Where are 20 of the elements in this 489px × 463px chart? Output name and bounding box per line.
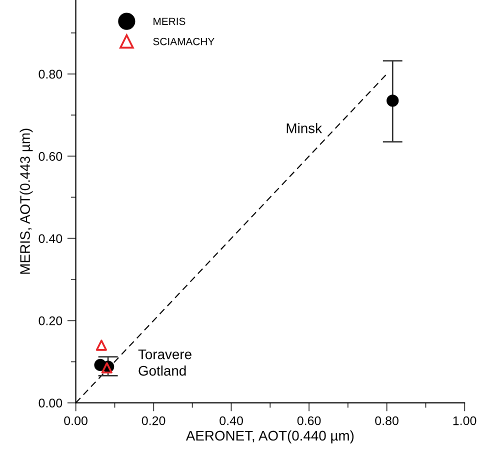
annotation: Gotland <box>138 366 186 376</box>
point <box>386 94 399 107</box>
y-tick-label: 0.60 <box>38 152 62 161</box>
x-tick-label: 0.60 <box>297 416 321 426</box>
y-tick-label: 0.20 <box>38 316 62 326</box>
legend-label: MERIS <box>154 18 186 26</box>
x-tick-label: 0.00 <box>64 416 88 426</box>
x-tick-label: 0.40 <box>220 416 243 426</box>
annotation: Minsk <box>286 123 322 134</box>
y-tick-label: 0.80 <box>38 70 62 79</box>
annotation: Toravere <box>138 350 192 360</box>
y-axis-title: MERIS, AOT(0.443 µm) <box>20 128 33 274</box>
x-tick-label: 0.20 <box>142 416 166 426</box>
y-tick-label: 0.00 <box>38 398 62 408</box>
y-tick-label: 0.40 <box>38 234 62 244</box>
x-tick-label: 1.00 <box>453 416 476 426</box>
legend-label: SCIAMACHY <box>153 38 214 46</box>
point <box>96 340 108 351</box>
x-axis-title: AERONET, AOT(0.440 µm) <box>186 430 354 444</box>
x-tick-label: 0.80 <box>375 416 398 426</box>
